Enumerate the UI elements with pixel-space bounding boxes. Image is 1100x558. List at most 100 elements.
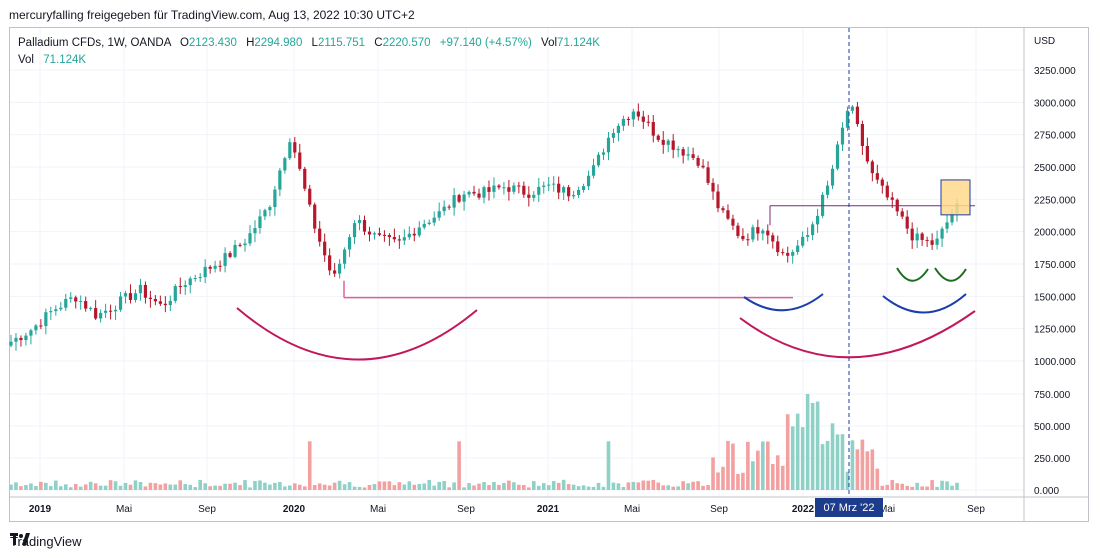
candle-body: [751, 227, 755, 240]
volume-bar: [332, 482, 337, 490]
candle-body: [328, 255, 332, 271]
candle-body: [308, 188, 312, 205]
candle-body: [567, 187, 571, 197]
volume-bar: [437, 481, 441, 490]
candle-body: [482, 187, 486, 198]
legend[interactable]: Palladium CFDs, 1W, OANDA O2123.430 H229…: [18, 37, 600, 66]
candle-body: [920, 233, 924, 240]
volume-bar: [731, 443, 735, 490]
volume-bar: [920, 486, 924, 490]
volume-bar: [875, 468, 880, 490]
volume-bar: [487, 485, 491, 490]
candle-body: [94, 308, 98, 319]
candle-body: [686, 154, 690, 156]
volume-bar: [621, 486, 626, 490]
legend-h-label: H: [246, 37, 254, 49]
legend-l-label: L: [312, 37, 319, 49]
price-axis[interactable]: USD 3250.000 3000.000 2750.000 2500.000 2250…: [1034, 36, 1076, 497]
candle-body: [333, 270, 337, 274]
volume-bar: [512, 482, 516, 490]
volume-bar: [905, 486, 910, 490]
candle-body: [502, 187, 506, 189]
legend-vol2-label: Vol: [18, 54, 34, 66]
candle-body: [517, 185, 521, 187]
volume-bar: [302, 486, 307, 490]
volume-bar: [417, 484, 422, 490]
candle-body: [875, 173, 879, 180]
volume-bar: [611, 482, 616, 490]
volume-bar: [93, 483, 98, 490]
volume-bar: [671, 486, 675, 490]
legend-line: Palladium CFDs, 1W, OANDA O2123.430 H229…: [18, 37, 600, 49]
candle-body: [621, 118, 626, 126]
volume-bar: [780, 465, 785, 490]
candle-body: [268, 207, 272, 211]
time-tick-label: Sep: [457, 504, 475, 515]
volume-bar: [98, 485, 103, 490]
candle-body: [577, 189, 581, 195]
volume-bar: [148, 482, 153, 490]
candle-body: [781, 252, 785, 254]
volume-bar: [14, 482, 18, 490]
candle-body: [651, 122, 655, 136]
volume-bar: [546, 485, 551, 490]
volume-bar: [218, 485, 222, 490]
candle-body: [591, 165, 596, 176]
volume-bar: [885, 484, 890, 490]
volume-bar: [935, 486, 939, 490]
volume-bar: [571, 484, 576, 490]
grid-lines: [10, 28, 1024, 497]
volume-bar: [83, 484, 88, 490]
candle-body: [731, 218, 735, 226]
volume-bar: [248, 487, 252, 490]
candle-body: [736, 225, 740, 236]
candle-body: [223, 253, 227, 266]
candle-body: [89, 308, 93, 310]
candle-body: [143, 284, 148, 298]
volume-tick-label: 750.000: [1034, 390, 1071, 401]
candle-body: [153, 298, 157, 302]
candlesticks: [9, 101, 959, 351]
candle-body: [188, 278, 192, 286]
candle-body: [362, 219, 367, 232]
volume-bar: [721, 466, 725, 490]
volume-bar: [870, 449, 875, 490]
volume-bar: [278, 482, 282, 490]
volume-tick-label: 0.000: [1034, 486, 1059, 497]
volume-bar: [9, 484, 13, 490]
time-tick-label: Sep: [710, 504, 728, 515]
volume-bar: [770, 463, 775, 490]
volume-bar: [716, 472, 720, 490]
candle-body: [248, 233, 252, 244]
volume-bar: [785, 414, 790, 490]
candle-body: [193, 278, 197, 280]
candle-body: [726, 210, 730, 219]
candle-body: [701, 165, 705, 168]
candle-body: [452, 195, 456, 208]
volume-bar: [213, 485, 217, 490]
chart-panel[interactable]: [9, 27, 1089, 522]
candle-body: [786, 252, 790, 256]
legend-o-label: O: [180, 37, 189, 49]
volume-bar: [865, 451, 870, 490]
candle-body: [79, 301, 83, 303]
green-arc-left: [896, 267, 929, 282]
volume-bar: [656, 482, 661, 490]
candle-body: [49, 311, 53, 313]
candle-body: [472, 191, 476, 194]
candle-body: [581, 186, 586, 190]
volume-bar: [268, 484, 272, 490]
candle-body: [806, 235, 810, 237]
currency-label: USD: [1034, 36, 1055, 47]
candle-body: [14, 337, 18, 342]
candle-body: [835, 144, 840, 169]
candle-body: [387, 235, 391, 238]
candle-body: [532, 194, 536, 198]
time-axis[interactable]: 2019 Mai Sep 2020 Mai Sep 2021 Mai Sep 2022 Mai Sep: [29, 504, 985, 515]
volume-bar: [253, 480, 257, 490]
candle-body: [527, 194, 531, 198]
volume-bar: [581, 485, 586, 490]
volume-bar: [900, 483, 905, 490]
legend-o-value: 2123.430: [189, 37, 237, 49]
